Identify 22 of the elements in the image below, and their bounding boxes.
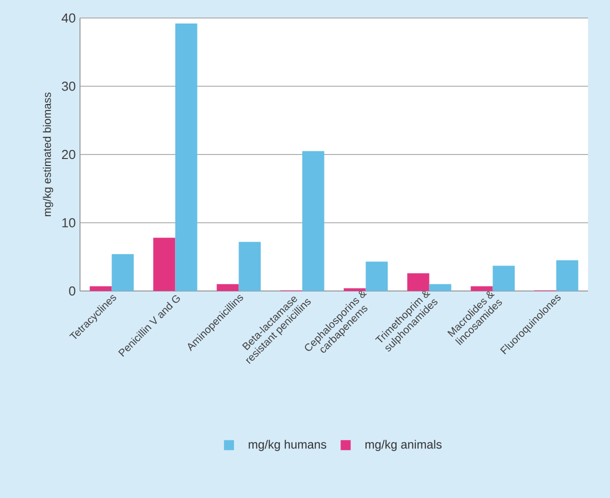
y-tick-label: 20 — [62, 150, 76, 160]
bar — [407, 273, 430, 291]
y-tick-label: 0 — [69, 286, 76, 296]
bar — [302, 151, 324, 291]
bar — [556, 260, 578, 291]
y-tick-label: 10 — [62, 218, 76, 228]
bar — [153, 238, 176, 291]
bar — [492, 266, 515, 291]
y-tick-label: 30 — [62, 82, 76, 91]
bar — [112, 254, 134, 291]
bar — [344, 288, 366, 291]
y-tick-label: 40 — [62, 13, 76, 23]
legend-label: mg/kg humans — [248, 440, 326, 452]
legend-label: mg/kg animals — [365, 440, 442, 452]
bar — [238, 242, 261, 291]
y-axis-title: mg/kg estimated biomass — [42, 92, 54, 216]
bar — [216, 284, 239, 291]
bar — [366, 262, 388, 291]
bar — [90, 286, 112, 291]
bar — [175, 23, 198, 291]
bar — [470, 286, 493, 291]
bar — [429, 284, 452, 291]
